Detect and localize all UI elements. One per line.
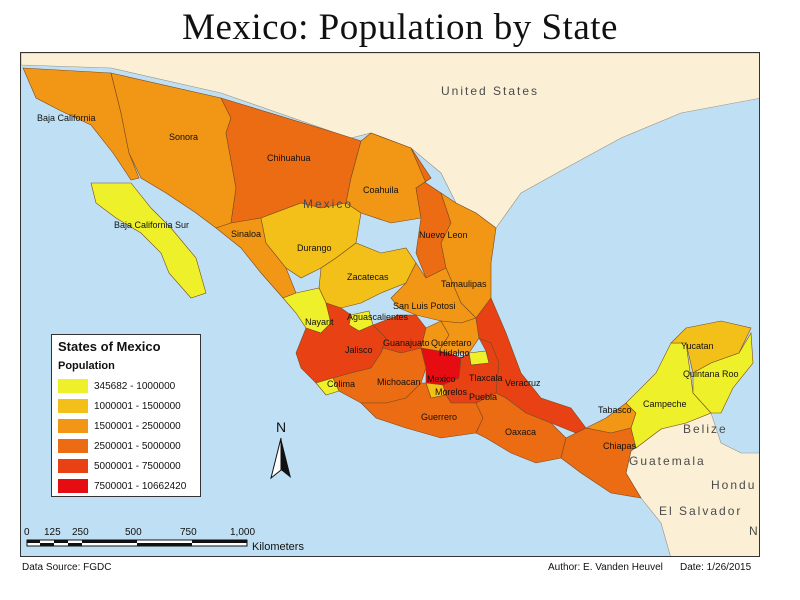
label-honduras: Hondu xyxy=(711,478,756,492)
label-mexico: Mexico xyxy=(303,197,353,211)
label-chiapas: Chiapas xyxy=(603,441,637,451)
label-baja-california: Baja California xyxy=(37,113,96,123)
scale-tick-750: 750 xyxy=(180,527,197,538)
label-oaxaca: Oaxaca xyxy=(505,427,536,437)
label-yucatan: Yucatan xyxy=(681,341,714,351)
scale-tick-1000: 1,000 xyxy=(230,527,255,538)
author: Author: E. Vanden Heuvel xyxy=(548,562,663,573)
state-guerrero xyxy=(360,382,484,439)
legend-title: States of Mexico xyxy=(58,339,161,354)
scale-tick-125: 125 xyxy=(44,527,61,538)
label-tabasco: Tabasco xyxy=(598,405,632,415)
label-united-states: United States xyxy=(441,84,539,98)
legend-swatch xyxy=(58,459,88,473)
legend-label: 1000001 - 1500000 xyxy=(94,400,181,412)
map-title: Mexico: Population by State xyxy=(182,7,618,48)
legend-item: 345682 - 1000000 xyxy=(58,376,194,396)
label-colima: Colima xyxy=(327,379,355,389)
legend-label: 2500001 - 5000000 xyxy=(94,440,181,452)
legend-item: 2500001 - 5000000 xyxy=(58,436,194,456)
label-jalisco: Jalisco xyxy=(345,345,373,355)
label-guerrero: Guerrero xyxy=(421,412,457,422)
label-coahuila: Coahuila xyxy=(363,185,399,195)
label-quintana-roo: Quintana Roo xyxy=(683,369,739,379)
state-baja-california-sur xyxy=(90,182,207,299)
label-queretaro: Queretaro xyxy=(431,338,472,348)
legend: States of Mexico Population 345682 - 100… xyxy=(51,334,201,497)
label-tlaxcala: Tlaxcala xyxy=(469,373,503,383)
label-ni: Ni xyxy=(749,524,760,538)
legend-item: 1000001 - 1500000 xyxy=(58,396,194,416)
label-belize: Belize xyxy=(683,422,728,436)
legend-swatch xyxy=(58,439,88,453)
scale-bar: 0 125 250 500 750 1,000 Kilometers xyxy=(24,527,304,553)
legend-label: 5000001 - 7500000 xyxy=(94,460,181,472)
state-veracruz xyxy=(475,297,587,434)
label-campeche: Campeche xyxy=(643,399,687,409)
label-nayarit: Nayarit xyxy=(305,317,334,327)
scale-tick-500: 500 xyxy=(125,527,142,538)
legend-item: 1500001 - 2500000 xyxy=(58,416,194,436)
legend-swatch xyxy=(58,399,88,413)
legend-swatch xyxy=(58,419,88,433)
label-hidalgo: Hidalgo xyxy=(439,348,470,358)
legend-label: 345682 - 1000000 xyxy=(94,380,176,392)
map-date: Date: 1/26/2015 xyxy=(680,562,752,573)
label-zacatecas: Zacatecas xyxy=(347,272,389,282)
legend-item: 5000001 - 7500000 xyxy=(58,456,194,476)
data-source: Data Source: FGDC xyxy=(22,562,112,573)
scale-units: Kilometers xyxy=(252,541,304,553)
legend-swatch xyxy=(58,479,88,493)
label-michoacan: Michoacan xyxy=(377,377,421,387)
label-sonora: Sonora xyxy=(169,132,198,142)
legend-rows: 345682 - 1000000 1000001 - 1500000 1500001… xyxy=(58,376,194,496)
scale-tick-250: 250 xyxy=(72,527,89,538)
legend-swatch xyxy=(58,379,88,393)
label-veracruz: Veracruz xyxy=(505,378,541,388)
label-guanajuato: Guanajuato xyxy=(383,338,430,348)
north-arrow-icon: N xyxy=(270,419,291,480)
north-label: N xyxy=(276,419,286,435)
label-tamaulipas: Tamaulipas xyxy=(441,279,487,289)
label-chihuahua: Chihuahua xyxy=(267,153,311,163)
label-guatemala: Guatemala xyxy=(629,454,706,468)
label-aguascalientes: Aguascalientes xyxy=(347,312,409,322)
map-canvas: United States Mexico Belize Guatemala Ho… xyxy=(21,53,760,556)
legend-label: 1500001 - 2500000 xyxy=(94,420,181,432)
state-sinaloa xyxy=(215,217,297,299)
legend-item: 7500001 - 10662420 xyxy=(58,476,194,496)
label-nuevo-leon: Nuevo Leon xyxy=(419,230,468,240)
label-puebla: Puebla xyxy=(469,392,497,402)
label-el-salvador: El Salvador xyxy=(659,504,742,518)
state-tlaxcala xyxy=(468,350,490,366)
label-baja-california-sur: Baja California Sur xyxy=(114,220,189,230)
label-sinaloa: Sinaloa xyxy=(231,229,261,239)
label-morelos: Morelos xyxy=(435,387,468,397)
legend-subtitle: Population xyxy=(58,360,115,372)
label-mexico-state: Mexico xyxy=(427,374,456,384)
label-durango: Durango xyxy=(297,243,332,253)
label-san-luis-potosi: San Luis Potosi xyxy=(393,301,456,311)
state-campeche xyxy=(625,342,712,449)
scale-tick-0: 0 xyxy=(24,527,30,538)
legend-label: 7500001 - 10662420 xyxy=(94,480,187,492)
state-quintana-roo xyxy=(692,332,754,414)
